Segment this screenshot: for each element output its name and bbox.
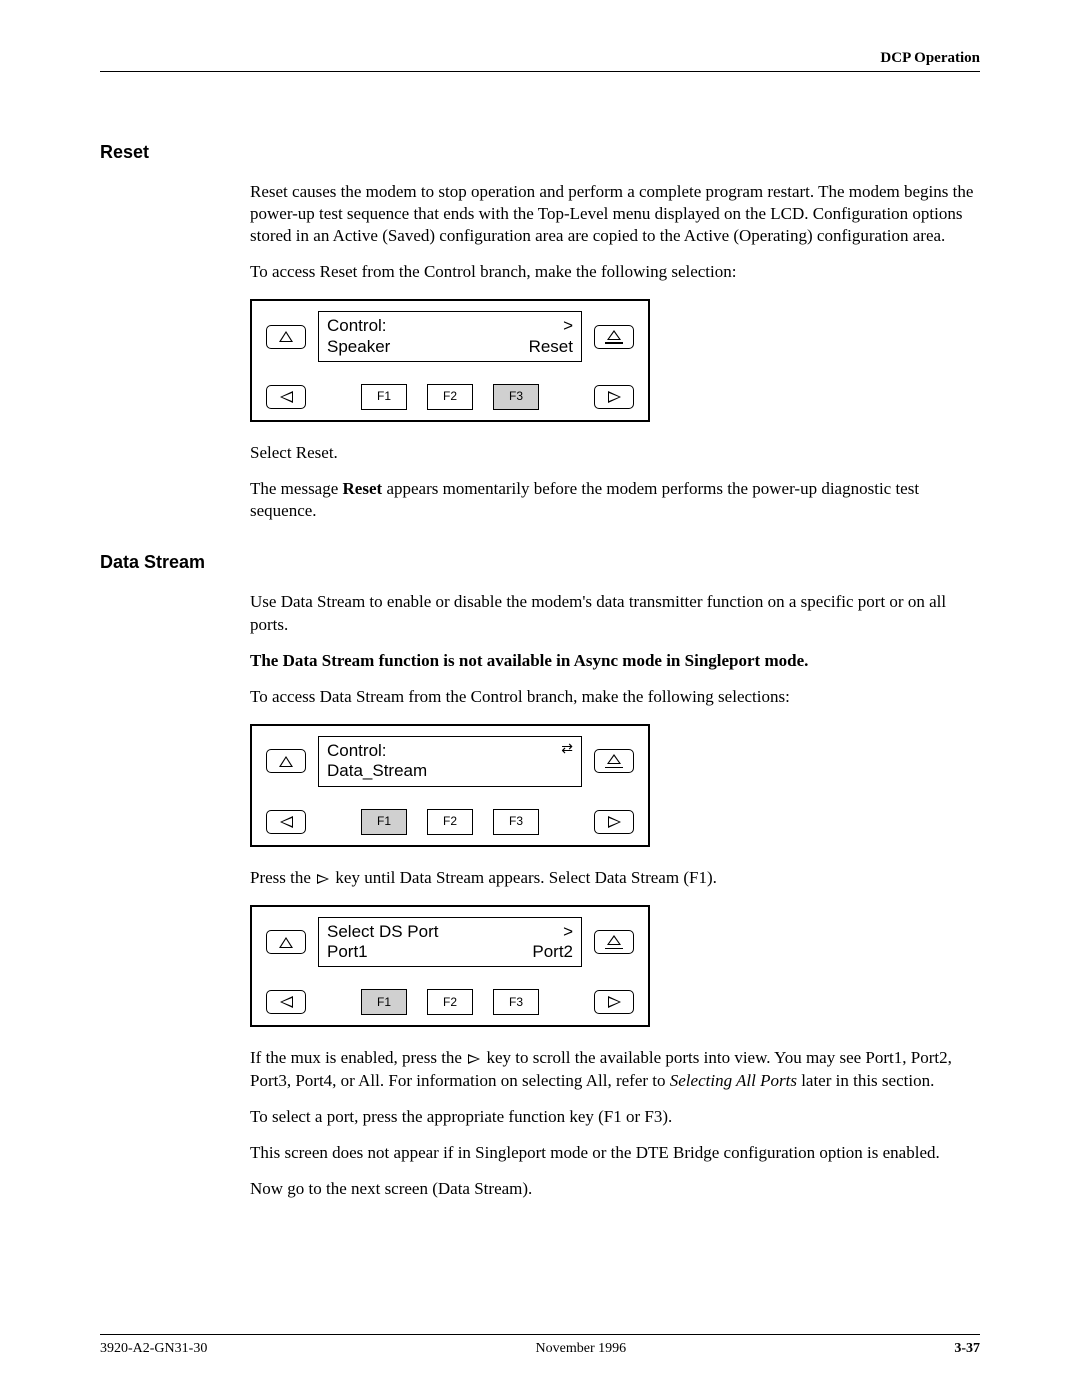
f-key-row: F1 F2 F3 [318,384,582,410]
left-button[interactable] [266,385,306,409]
reset-paragraph-3: Select Reset. [250,442,980,464]
f2-button[interactable]: F2 [427,384,473,410]
home-icon [605,754,623,768]
triangle-left-icon [280,996,293,1008]
lcd-line1-left: Control: [327,741,387,761]
lcd-line2-left: Data_Stream [327,761,427,781]
lcd-line1-right: > [563,922,573,942]
right-button[interactable] [594,810,634,834]
ds-paragraph-2: To access Data Stream from the Control b… [250,686,980,708]
triangle-right-icon [608,816,621,828]
f1-button[interactable]: F1 [361,989,407,1015]
text-italic: Selecting All Ports [670,1071,797,1090]
triangle-right-icon [608,391,621,403]
lcd-panel-ds2: Select DS Port > Port1 Port2 F1 [250,905,650,1028]
ds-paragraph-5: To select a port, press the appropriate … [250,1106,980,1128]
f3-button[interactable]: F3 [493,989,539,1015]
ds-paragraph-3: Press the key until Data Stream appears.… [250,867,980,889]
text-bold: Reset [343,479,383,498]
page-header: DCP Operation [100,50,980,72]
home-icon [605,330,623,344]
lcd-line2-left: Port1 [327,942,368,962]
reset-paragraph-2: To access Reset from the Control branch,… [250,261,980,283]
footer-right: 3-37 [954,1341,980,1357]
triangle-right-icon [608,996,621,1008]
up-button[interactable] [266,930,306,954]
footer-center: November 1996 [536,1341,627,1357]
lcd-line1-left: Select DS Port [327,922,439,942]
triangle-left-icon [280,391,293,403]
ds-paragraph-7: Now go to the next screen (Data Stream). [250,1178,980,1200]
section-heading-datastream: Data Stream [100,552,980,573]
footer-left: 3920-A2-GN31-30 [100,1341,207,1357]
page-footer: 3920-A2-GN31-30 November 1996 3-37 [100,1334,980,1357]
text-span: The message [250,479,343,498]
lcd-line1-left: Control: [327,316,387,336]
text-span: key until Data Stream appears. Select Da… [331,868,717,887]
lcd-panel-ds1: Control: ⇄ Data_Stream F1 F2 [250,724,650,847]
f1-button[interactable]: F1 [361,384,407,410]
ds-paragraph-1: Use Data Stream to enable or disable the… [250,591,980,635]
f2-button[interactable]: F2 [427,809,473,835]
reset-paragraph-1: Reset causes the modem to stop operation… [250,181,980,247]
f3-button[interactable]: F3 [493,384,539,410]
left-button[interactable] [266,990,306,1014]
up-button[interactable] [266,325,306,349]
triangle-up-icon [279,331,293,342]
triangle-right-icon [468,1054,480,1064]
section-heading-reset: Reset [100,142,980,163]
ds-paragraph-6: This screen does not appear if in Single… [250,1142,980,1164]
right-button[interactable] [594,385,634,409]
lcd-line2-right: Port2 [532,942,573,962]
ds-note: The Data Stream function is not availabl… [250,650,980,672]
triangle-up-icon [279,756,293,767]
lcd-panel-reset: Control: > Speaker Reset F1 F2 [250,299,650,422]
text-span: Press the [250,868,315,887]
ds-paragraph-4: If the mux is enabled, press the key to … [250,1047,980,1091]
f2-button[interactable]: F2 [427,989,473,1015]
left-button[interactable] [266,810,306,834]
triangle-right-icon [317,874,329,884]
triangle-up-icon [279,937,293,948]
home-button[interactable] [594,749,634,773]
lcd-line1-right: > [563,316,573,336]
lcd-line2-right: Reset [529,337,573,357]
home-icon [605,935,623,949]
home-button[interactable] [594,930,634,954]
f1-button[interactable]: F1 [361,809,407,835]
triangle-left-icon [280,816,293,828]
f-key-row: F1 F2 F3 [318,809,582,835]
lcd-display: Control: ⇄ Data_Stream [318,736,582,787]
lcd-line2-left: Speaker [327,337,390,357]
swap-icon: ⇄ [561,741,573,761]
up-button[interactable] [266,749,306,773]
lcd-display: Select DS Port > Port1 Port2 [318,917,582,968]
lcd-display: Control: > Speaker Reset [318,311,582,362]
home-button[interactable] [594,325,634,349]
text-span: later in this section. [797,1071,934,1090]
f3-button[interactable]: F3 [493,809,539,835]
reset-paragraph-4: The message Reset appears momentarily be… [250,478,980,522]
f-key-row: F1 F2 F3 [318,989,582,1015]
text-span: If the mux is enabled, press the [250,1048,466,1067]
right-button[interactable] [594,990,634,1014]
